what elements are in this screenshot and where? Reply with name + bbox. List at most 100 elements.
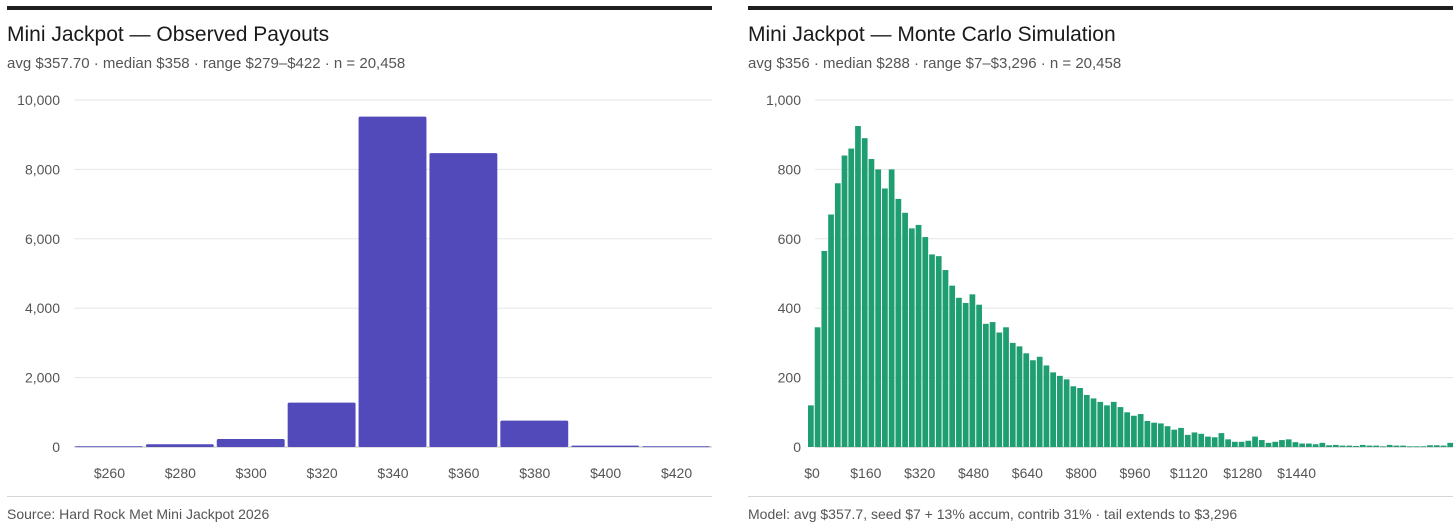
panel-top-rule [7, 6, 712, 10]
histogram-bar [1238, 441, 1245, 447]
histogram-bar [821, 250, 828, 447]
histogram-bar [1211, 437, 1218, 447]
panel-top-rule [748, 6, 1453, 10]
histogram-bar [1265, 442, 1272, 447]
histogram-bar [962, 302, 969, 447]
y-tick-label: 1,000 [766, 92, 801, 108]
x-tick-label: $1120 [1170, 465, 1208, 481]
histogram-bar [1306, 443, 1312, 447]
histogram-bar [1157, 423, 1164, 447]
histogram-bar [902, 212, 908, 447]
footer-divider [748, 496, 1453, 497]
histogram-bar [1036, 356, 1043, 447]
histogram-bar [956, 297, 962, 447]
chart-subtitle: avg $357.70 · median $358 · range $279–$… [7, 55, 406, 72]
histogram-bar [1117, 407, 1124, 447]
histogram-bar [500, 420, 569, 447]
histogram-bar [1413, 446, 1420, 448]
histogram-bar [1231, 441, 1238, 447]
histogram-bar [868, 158, 875, 447]
histogram-bar [1245, 440, 1252, 447]
histogram-bar [841, 155, 848, 447]
histogram-bar [989, 322, 996, 447]
histogram-bar [1258, 440, 1265, 447]
y-tick-label: 8,000 [25, 161, 60, 177]
histogram-bar [929, 254, 935, 447]
histogram-bar [1016, 346, 1023, 447]
histogram-bar [1225, 439, 1231, 447]
histogram-bar [828, 214, 834, 447]
histogram-bar [1137, 414, 1144, 447]
histogram-bar [882, 188, 888, 448]
histogram-bar [1440, 445, 1447, 447]
x-tick-label: $420 [661, 465, 692, 481]
histogram-bar [922, 237, 929, 447]
histogram-bar [1124, 412, 1131, 447]
x-tick-label: $0 [804, 465, 820, 481]
histogram-bar [942, 270, 949, 447]
histogram-bar [1131, 415, 1137, 447]
histogram-bar [1380, 446, 1386, 448]
histogram-bar [908, 228, 915, 447]
histogram-bar [1292, 442, 1299, 447]
histogram-bar [1373, 445, 1380, 447]
histogram-bar [358, 116, 427, 447]
chart-source-note: Source: Hard Rock Met Mini Jackpot 2026 [7, 506, 270, 522]
histogram-bar [1252, 436, 1258, 447]
histogram-bar [429, 153, 498, 447]
histogram-bar [1339, 445, 1346, 447]
histogram-bar [1447, 442, 1454, 447]
histogram-bar [855, 126, 861, 448]
y-tick-label: 400 [778, 300, 802, 316]
x-tick-label: $280 [165, 465, 196, 481]
histogram-bar [1359, 444, 1366, 447]
histogram-bar [1386, 444, 1393, 447]
histogram-bar [1097, 401, 1104, 447]
histogram-bar [1030, 360, 1036, 447]
x-tick-label: $1440 [1277, 465, 1316, 481]
x-tick-label: $380 [519, 465, 550, 481]
histogram-bar [1171, 429, 1178, 447]
observed-payouts-panel: Mini Jackpot — Observed Payouts avg $357… [7, 0, 712, 527]
x-tick-label: $320 [904, 465, 935, 481]
footer-divider [7, 496, 712, 497]
histogram-bar [1164, 426, 1171, 447]
x-tick-label: $400 [590, 465, 621, 481]
histogram-bar [1433, 445, 1440, 447]
histogram-bar [1205, 436, 1211, 447]
y-tick-label: 200 [778, 370, 802, 386]
histogram-bar [1312, 444, 1319, 447]
monte-carlo-panel: Mini Jackpot — Monte Carlo Simulation av… [748, 0, 1454, 527]
histogram-bar [571, 445, 640, 447]
x-tick-label: $300 [236, 465, 267, 481]
histogram-bar [1151, 422, 1157, 447]
histogram-bar [1184, 434, 1191, 447]
histogram-bar [996, 332, 1003, 447]
histogram-bar [1366, 445, 1373, 447]
histogram-bar [1427, 445, 1433, 447]
histogram-bar [949, 285, 956, 447]
histogram-bar [875, 169, 882, 447]
histogram-bar [1272, 441, 1279, 447]
observed-payouts-histogram: 0 2,000 4,000 6,000 8,000 10,000 $260 $280 $300 $… [17, 92, 712, 481]
histogram-bar [1326, 445, 1332, 447]
x-tick-label: $640 [1012, 465, 1043, 481]
histogram-bar [1023, 353, 1030, 447]
histogram-bar [982, 323, 989, 447]
histogram-bar [216, 439, 285, 447]
histogram-bar [1104, 405, 1110, 447]
histogram-bar [1077, 388, 1083, 447]
histogram-bar [814, 327, 821, 447]
x-tick-label: $260 [94, 465, 125, 481]
histogram-bar [1346, 445, 1353, 447]
histogram-bar [1400, 445, 1406, 447]
x-tick-label: $800 [1066, 465, 1097, 481]
histogram-bar [1279, 440, 1285, 447]
histogram-bar [1050, 372, 1057, 447]
x-tick-label: $480 [958, 465, 989, 481]
x-tick-label: $340 [377, 465, 408, 481]
histogram-bar [287, 402, 356, 447]
histogram-bar [75, 446, 143, 448]
histogram-bar [1285, 439, 1292, 447]
histogram-bar [1178, 427, 1184, 447]
